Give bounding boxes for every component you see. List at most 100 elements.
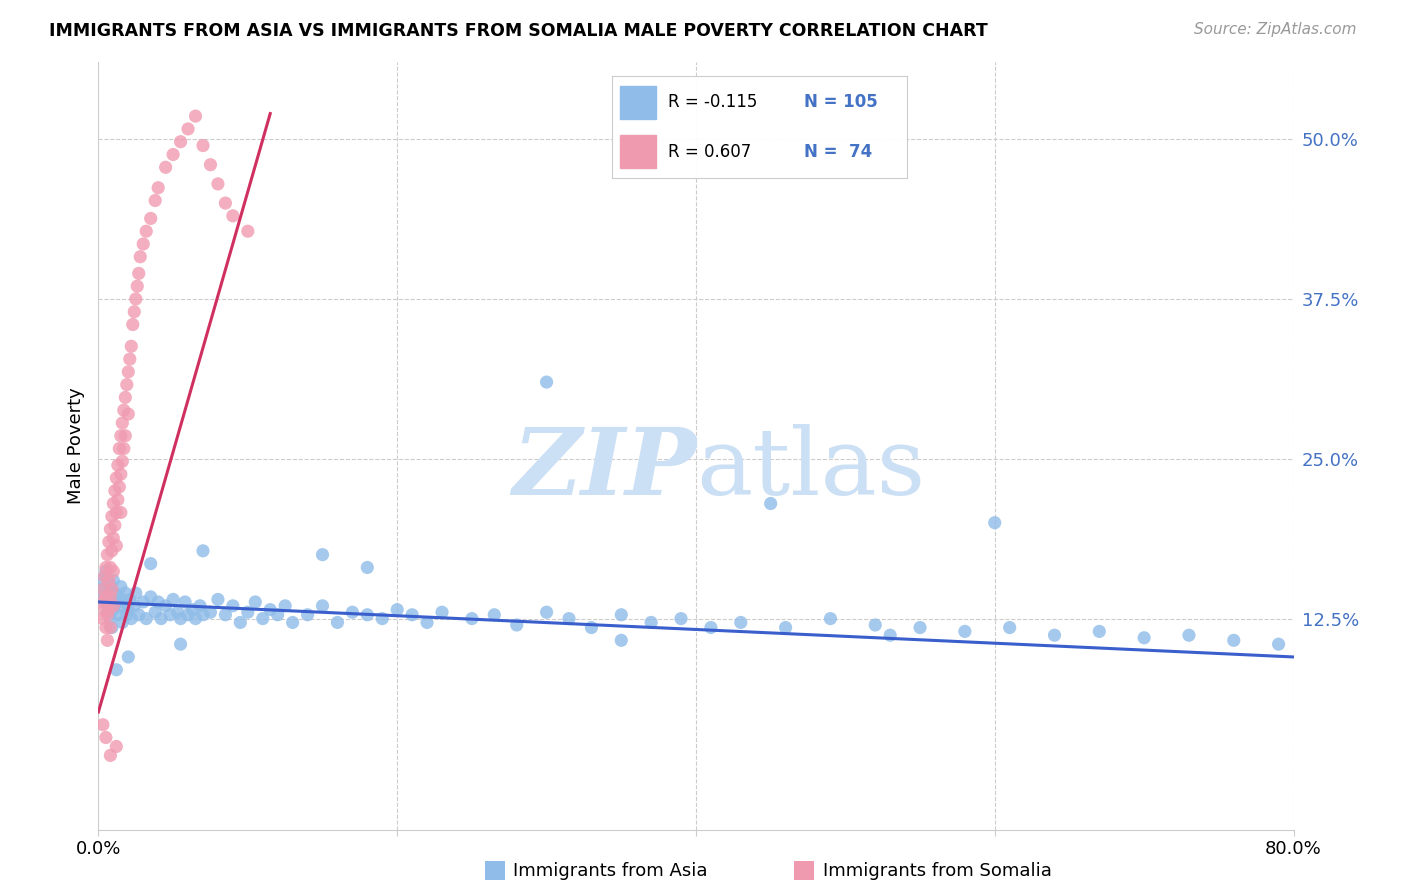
Point (97, 599, 120, 613)
Point (117, 365, 139, 379)
Point (110, 467, 132, 482)
Point (356, 607, 378, 622)
Point (879, 628, 901, 642)
Point (101, 582, 124, 597)
Point (107, 458, 129, 473)
Point (200, 158, 222, 172)
Point (236, 224, 259, 238)
Point (191, 607, 214, 622)
Point (252, 612, 274, 626)
Bar (620, 87, 655, 119)
Point (162, 147, 184, 161)
Point (148, 180, 170, 194)
Text: R = 0.607: R = 0.607 (668, 143, 751, 161)
Point (177, 122, 200, 136)
Point (207, 177, 229, 191)
Point (259, 602, 281, 616)
Point (97, 573, 120, 587)
Point (1043, 628, 1066, 642)
Point (98, 748, 122, 763)
Point (103, 496, 125, 510)
Point (430, 605, 453, 619)
Point (245, 595, 267, 609)
Y-axis label: Male Poverty: Male Poverty (66, 388, 84, 504)
Point (416, 615, 439, 630)
Point (112, 595, 135, 609)
Point (98, 621, 122, 635)
Point (222, 599, 245, 613)
Point (121, 318, 143, 332)
Point (98, 590, 122, 604)
Point (1178, 628, 1201, 642)
Point (94, 564, 117, 578)
Point (115, 607, 138, 622)
Text: N =  74: N = 74 (804, 143, 872, 161)
Point (311, 548, 333, 562)
Point (103, 573, 125, 587)
Point (96, 548, 118, 562)
Point (108, 442, 131, 456)
Point (953, 624, 976, 639)
Point (112, 403, 135, 417)
Text: R = -0.115: R = -0.115 (668, 94, 756, 112)
Point (98, 612, 122, 626)
Point (150, 612, 173, 626)
Point (461, 612, 484, 626)
Point (91, 582, 114, 597)
Point (118, 352, 141, 367)
Point (125, 586, 148, 600)
Point (229, 615, 252, 630)
Point (103, 599, 125, 613)
Point (214, 607, 236, 622)
Point (536, 605, 558, 619)
Text: N = 105: N = 105 (804, 94, 877, 112)
Point (96, 605, 118, 619)
Point (105, 663, 128, 677)
Point (174, 595, 197, 609)
Point (97, 602, 120, 616)
Point (371, 612, 394, 626)
Point (94, 595, 117, 609)
Point (267, 607, 290, 622)
Point (108, 480, 131, 494)
Point (97, 534, 120, 549)
Point (110, 580, 132, 594)
Point (104, 586, 127, 600)
Point (111, 416, 134, 430)
Point (191, 544, 214, 558)
Point (274, 599, 297, 613)
Point (730, 615, 752, 630)
Point (155, 599, 177, 613)
Point (184, 612, 207, 626)
Point (148, 595, 170, 609)
Point (104, 518, 127, 533)
Point (132, 595, 155, 609)
Point (207, 592, 229, 607)
Point (484, 607, 506, 622)
Point (865, 618, 887, 632)
Point (127, 279, 149, 293)
Point (1088, 624, 1111, 639)
Text: ZIP: ZIP (512, 424, 696, 514)
Point (169, 612, 191, 626)
Point (111, 454, 134, 468)
Point (908, 621, 931, 635)
Point (111, 615, 134, 630)
Point (184, 109, 207, 123)
Point (214, 196, 236, 211)
Point (143, 605, 166, 619)
Point (103, 602, 125, 616)
Point (128, 266, 150, 280)
Point (93, 569, 115, 583)
Point (311, 599, 333, 613)
Point (118, 592, 141, 607)
Point (91, 612, 114, 626)
Point (90, 573, 112, 587)
Point (94, 560, 117, 574)
Point (128, 607, 150, 622)
Point (356, 560, 378, 574)
Point (101, 592, 124, 607)
Point (200, 605, 222, 619)
Point (135, 612, 157, 626)
Text: Source: ZipAtlas.com: Source: ZipAtlas.com (1194, 22, 1357, 37)
